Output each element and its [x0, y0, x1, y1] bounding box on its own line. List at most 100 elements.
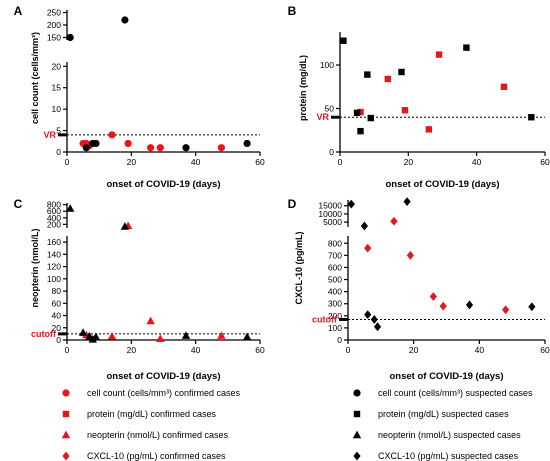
x-tick-label: 40 [472, 157, 482, 167]
data-point-suspected [370, 315, 378, 324]
x-tick-label: 60 [255, 345, 265, 355]
legend-marker [62, 389, 70, 397]
data-point-confirmed [146, 316, 155, 325]
legend-label: CXCL-10 (pg/mL) confirmed cases [87, 451, 226, 461]
data-point-confirmed [500, 83, 508, 90]
y-tick-label: 15000 [318, 201, 342, 211]
y-tick-label: 40 [52, 311, 62, 321]
data-point-suspected [92, 139, 100, 148]
reference-label: VR [316, 112, 329, 122]
x-tick-label: 0 [346, 345, 351, 355]
data-point-suspected [182, 144, 190, 152]
y-axis-label: protein (mg/dL) [298, 55, 308, 121]
y-tick-label: 100 [47, 274, 61, 284]
y-tick-label: 200 [47, 219, 61, 229]
x-tick-label: 40 [191, 157, 201, 167]
legend-marker [353, 451, 361, 461]
data-point-suspected [373, 322, 382, 332]
data-point-suspected [360, 221, 369, 231]
data-point-suspected [91, 332, 101, 341]
y-axis-label: neopterin (nmol/L) [30, 229, 40, 308]
data-point-confirmed [401, 107, 409, 114]
data-point-confirmed [502, 305, 510, 315]
legend-suspected: cell count (cells/mm³) suspected cases pr… [352, 388, 533, 461]
y-tick-label: 100 [328, 323, 342, 333]
x-tick-label: 0 [65, 345, 70, 355]
panel-letter: B [288, 4, 297, 18]
data-point-suspected [353, 109, 361, 117]
data-point-confirmed [156, 144, 164, 152]
legend-label: neopterin (nmol/L) suspected cases [378, 430, 521, 440]
reference-label: VR [43, 130, 56, 140]
data-point-confirmed [406, 250, 414, 260]
data-point-confirmed [217, 331, 226, 339]
panel-letter: A [14, 4, 23, 18]
data-point-confirmed [390, 216, 398, 226]
legend-marker [61, 430, 71, 439]
legend-label: CXCL-10 (pg/mL) suspected cases [378, 451, 519, 461]
x-tick-label: 60 [540, 157, 550, 167]
data-point-suspected [398, 68, 405, 76]
y-tick-label: 0 [56, 147, 61, 157]
y-tick-label: 5000 [323, 217, 342, 227]
y-tick-label: 0 [329, 147, 334, 157]
y-tick-label: 5 [56, 126, 61, 136]
x-axis-label: onset of COVID-19 (days) [385, 179, 499, 190]
data-point-suspected [403, 197, 411, 207]
y-tick-label: 300 [328, 299, 342, 309]
y-tick-label: 200 [47, 20, 61, 30]
data-point-suspected [463, 44, 470, 51]
y-tick-label: 500 [328, 275, 342, 285]
y-tick-label: 160 [47, 237, 61, 247]
y-axis-label: CXCL-10 (pg/mL) [294, 231, 304, 304]
x-axis-label: onset of COVID-19 (days) [106, 371, 220, 382]
y-tick-label: 800 [47, 200, 61, 210]
data-point-suspected [121, 16, 129, 24]
y-tick-label: 80 [52, 286, 62, 296]
data-point-suspected [528, 114, 535, 121]
legend-marker [353, 410, 361, 418]
data-point-suspected [465, 300, 474, 310]
data-point-confirmed [357, 108, 364, 116]
data-point-suspected [357, 127, 364, 135]
data-point-confirmed [156, 334, 165, 342]
y-tick-label: 60 [52, 298, 62, 308]
x-tick-label: 40 [475, 345, 485, 355]
y-tick-label: 800 [328, 238, 342, 248]
x-axis-label: onset of COVID-19 (days) [389, 371, 503, 382]
chart-panel-b: B 0 50 100 0 20 40 60 onset of COVID-19 (days) pr… [288, 4, 550, 190]
y-tick-label: 600 [328, 262, 342, 272]
x-axis-label: onset of COVID-19 (days) [106, 179, 220, 190]
data-point-confirmed [147, 144, 155, 152]
y-tick-label: 10000 [318, 209, 342, 219]
x-tick-label: 20 [409, 345, 419, 355]
data-point-suspected [367, 114, 374, 122]
data-point-suspected [181, 331, 191, 339]
legend-marker [352, 430, 362, 439]
y-tick-label: 200 [328, 311, 342, 321]
data-point-confirmed [425, 126, 433, 133]
data-point-suspected [242, 332, 252, 341]
panel-letter: D [288, 197, 297, 211]
y-tick-label: 400 [328, 287, 342, 297]
data-point-confirmed [107, 331, 117, 340]
y-tick-label: 100 [320, 60, 334, 70]
legend-confirmed: cell count (cells/mm³) confirmed cases pr… [61, 388, 241, 461]
data-point-suspected [66, 33, 74, 42]
legend-marker [353, 389, 361, 397]
data-point-suspected [82, 144, 90, 152]
data-point-suspected [78, 328, 88, 336]
y-tick-label: 150 [47, 33, 61, 43]
x-tick-label: 20 [127, 157, 137, 167]
x-tick-label: 0 [338, 157, 343, 167]
y-tick-label: 700 [328, 250, 342, 260]
x-tick-label: 60 [540, 345, 550, 355]
x-tick-label: 40 [191, 345, 201, 355]
panel-letter: C [14, 197, 23, 211]
data-point-suspected [243, 139, 251, 148]
data-point-suspected [364, 71, 371, 78]
y-axis-label: cell count (cells/mm³) [30, 32, 40, 124]
